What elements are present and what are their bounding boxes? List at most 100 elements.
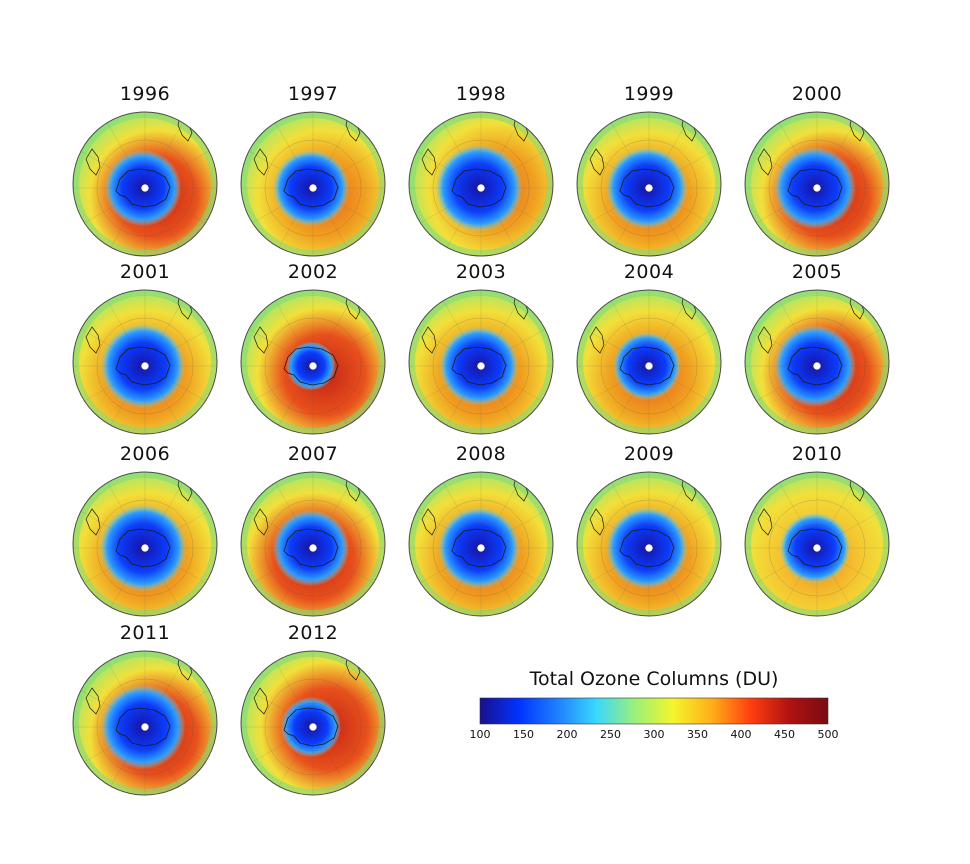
colorbar: Total Ozone Columns (DU) 100 150 200 250 300… <box>468 668 840 748</box>
longitude-line <box>243 365 314 407</box>
longitude-line <box>75 726 146 768</box>
year-label: 2001 <box>119 261 171 283</box>
colorbar-tick-label: 150 <box>513 728 534 741</box>
longitude-line <box>312 187 383 229</box>
longitude-line <box>272 365 314 434</box>
longitude-line <box>776 296 818 367</box>
longitude-line <box>480 296 522 367</box>
longitude-line <box>144 686 215 728</box>
colorbar-tick-label: 450 <box>774 728 795 741</box>
ozone-globe-map <box>744 111 890 257</box>
longitude-line <box>648 147 719 189</box>
south-america-outline <box>85 508 101 536</box>
longitude-line <box>440 365 482 434</box>
longitude-line <box>272 726 314 795</box>
antarctica-outline <box>787 346 843 386</box>
globe-rim <box>408 111 554 257</box>
longitude-line <box>104 365 146 434</box>
longitude-line <box>243 187 314 229</box>
antarctica-outline <box>619 346 675 386</box>
south-pole-marker <box>813 544 821 552</box>
longitude-line <box>312 296 354 367</box>
longitude-line <box>243 507 314 549</box>
south-america-outline <box>85 326 101 354</box>
south-america-outline <box>421 326 437 354</box>
south-pole-marker <box>309 362 317 370</box>
longitude-line <box>104 657 146 728</box>
south-america-outline <box>589 148 605 176</box>
longitude-line <box>480 507 551 549</box>
longitude-line <box>75 686 146 728</box>
south-america-outline <box>85 687 101 715</box>
antarctica-outline <box>787 168 843 208</box>
longitude-line <box>579 547 650 589</box>
antarctica-outline <box>115 528 171 568</box>
longitude-line <box>480 187 522 256</box>
longitude-line <box>144 187 186 256</box>
globe-rim <box>744 289 890 435</box>
longitude-line <box>144 726 215 768</box>
longitude-line <box>104 726 146 795</box>
longitude-line <box>144 365 215 407</box>
antarctica-outline <box>115 346 171 386</box>
ozone-globe-map <box>744 471 890 617</box>
south-pole-marker <box>645 544 653 552</box>
ozone-globe-map <box>576 111 722 257</box>
longitude-line <box>816 118 858 189</box>
longitude-line <box>104 187 146 256</box>
year-label: 2007 <box>287 443 339 465</box>
south-america-outline <box>85 148 101 176</box>
longitude-line <box>272 657 314 728</box>
south-america-outline <box>421 508 437 536</box>
longitude-line <box>816 296 858 367</box>
ozone-globe-map <box>576 289 722 435</box>
south-pole-marker <box>813 362 821 370</box>
south-pole-marker <box>477 362 485 370</box>
south-america-outline <box>589 326 605 354</box>
longitude-line <box>411 547 482 589</box>
globe-rim <box>72 471 218 617</box>
globe-rim <box>240 471 386 617</box>
longitude-line <box>648 325 719 367</box>
ozone-globe-map <box>408 289 554 435</box>
longitude-line <box>243 147 314 189</box>
longitude-line <box>440 478 482 549</box>
south-america-outline <box>757 148 773 176</box>
south-pole-marker <box>141 723 149 731</box>
longitude-line <box>579 325 650 367</box>
globe-rim <box>72 289 218 435</box>
year-label: 2012 <box>287 622 339 644</box>
longitude-line <box>312 187 354 256</box>
longitude-line <box>747 147 818 189</box>
ozone-globe-map <box>72 111 218 257</box>
longitude-line <box>272 118 314 189</box>
longitude-line <box>312 547 354 616</box>
longitude-line <box>144 118 186 189</box>
longitude-line <box>243 726 314 768</box>
longitude-line <box>312 325 383 367</box>
longitude-line <box>608 547 650 616</box>
longitude-line <box>144 478 186 549</box>
longitude-line <box>648 478 690 549</box>
antarctica-outline <box>619 168 675 208</box>
colorbar-tick-label: 250 <box>600 728 621 741</box>
longitude-line <box>440 187 482 256</box>
year-label: 2000 <box>791 83 843 105</box>
ozone-globe-map <box>240 471 386 617</box>
longitude-line <box>104 478 146 549</box>
antarctica-outline <box>451 168 507 208</box>
longitude-line <box>104 118 146 189</box>
longitude-line <box>411 325 482 367</box>
longitude-line <box>75 507 146 549</box>
longitude-line <box>144 726 186 795</box>
longitude-line <box>312 365 354 434</box>
longitude-line <box>243 325 314 367</box>
longitude-line <box>816 507 887 549</box>
longitude-line <box>816 187 858 256</box>
south-pole-marker <box>645 362 653 370</box>
south-america-outline <box>253 148 269 176</box>
longitude-line <box>440 118 482 189</box>
longitude-line <box>144 365 186 434</box>
antarctica-outline <box>451 346 507 386</box>
longitude-line <box>747 187 818 229</box>
